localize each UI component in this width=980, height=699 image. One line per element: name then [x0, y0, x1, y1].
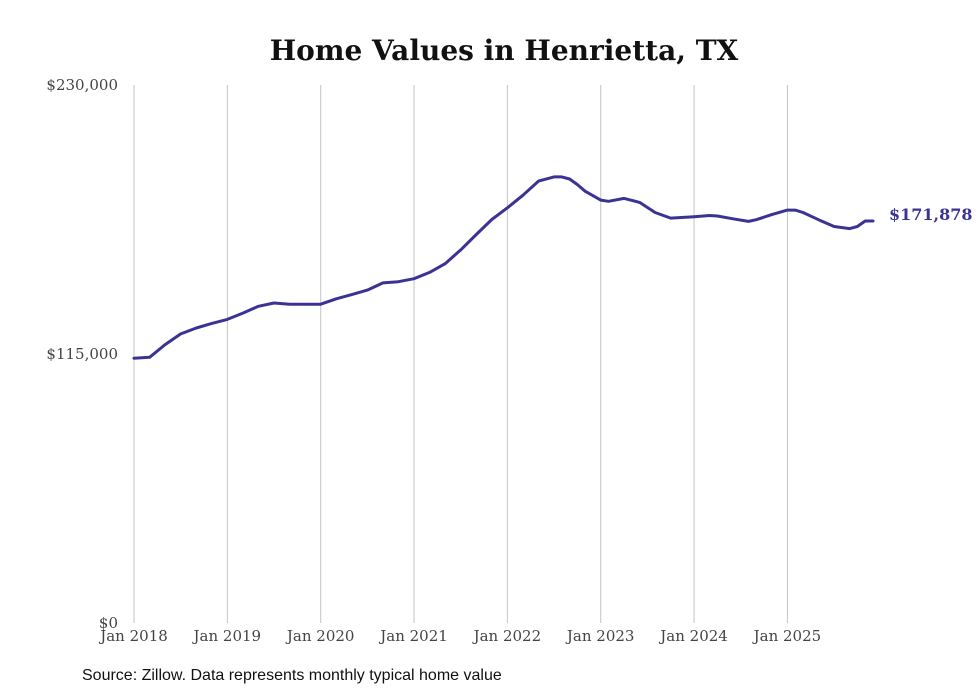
x-tick-label: Jan 2019 [192, 627, 262, 645]
x-axis-ticks: Jan 2018 Jan 2019 Jan 2020 Jan 2021 Jan 2022… [98, 627, 821, 645]
x-tick-label: Jan 2023 [565, 627, 635, 645]
x-tick-label: Jan 2025 [752, 627, 822, 645]
y-tick-label: $230,000 [46, 76, 118, 94]
series-layer: $171,878 [132, 175, 973, 360]
x-tick-label: Jan 2024 [658, 627, 728, 645]
series-line [132, 175, 875, 360]
x-tick-label: Jan 2022 [472, 627, 542, 645]
y-axis-ticks: $0 $115,000 $230,000 [46, 76, 118, 632]
x-tick-label: Jan 2018 [98, 627, 168, 645]
x-tick-label: Jan 2021 [378, 627, 448, 645]
source-note: Source: Zillow. Data represents monthly … [82, 667, 502, 684]
x-tick-label: Jan 2020 [285, 627, 355, 645]
chart-title: Home Values in Henrietta, TX [270, 34, 739, 67]
gridlines [133, 85, 788, 623]
y-tick-label: $0 [99, 614, 118, 632]
y-tick-label: $115,000 [46, 345, 118, 363]
series-end-label: $171,878 [889, 205, 973, 224]
